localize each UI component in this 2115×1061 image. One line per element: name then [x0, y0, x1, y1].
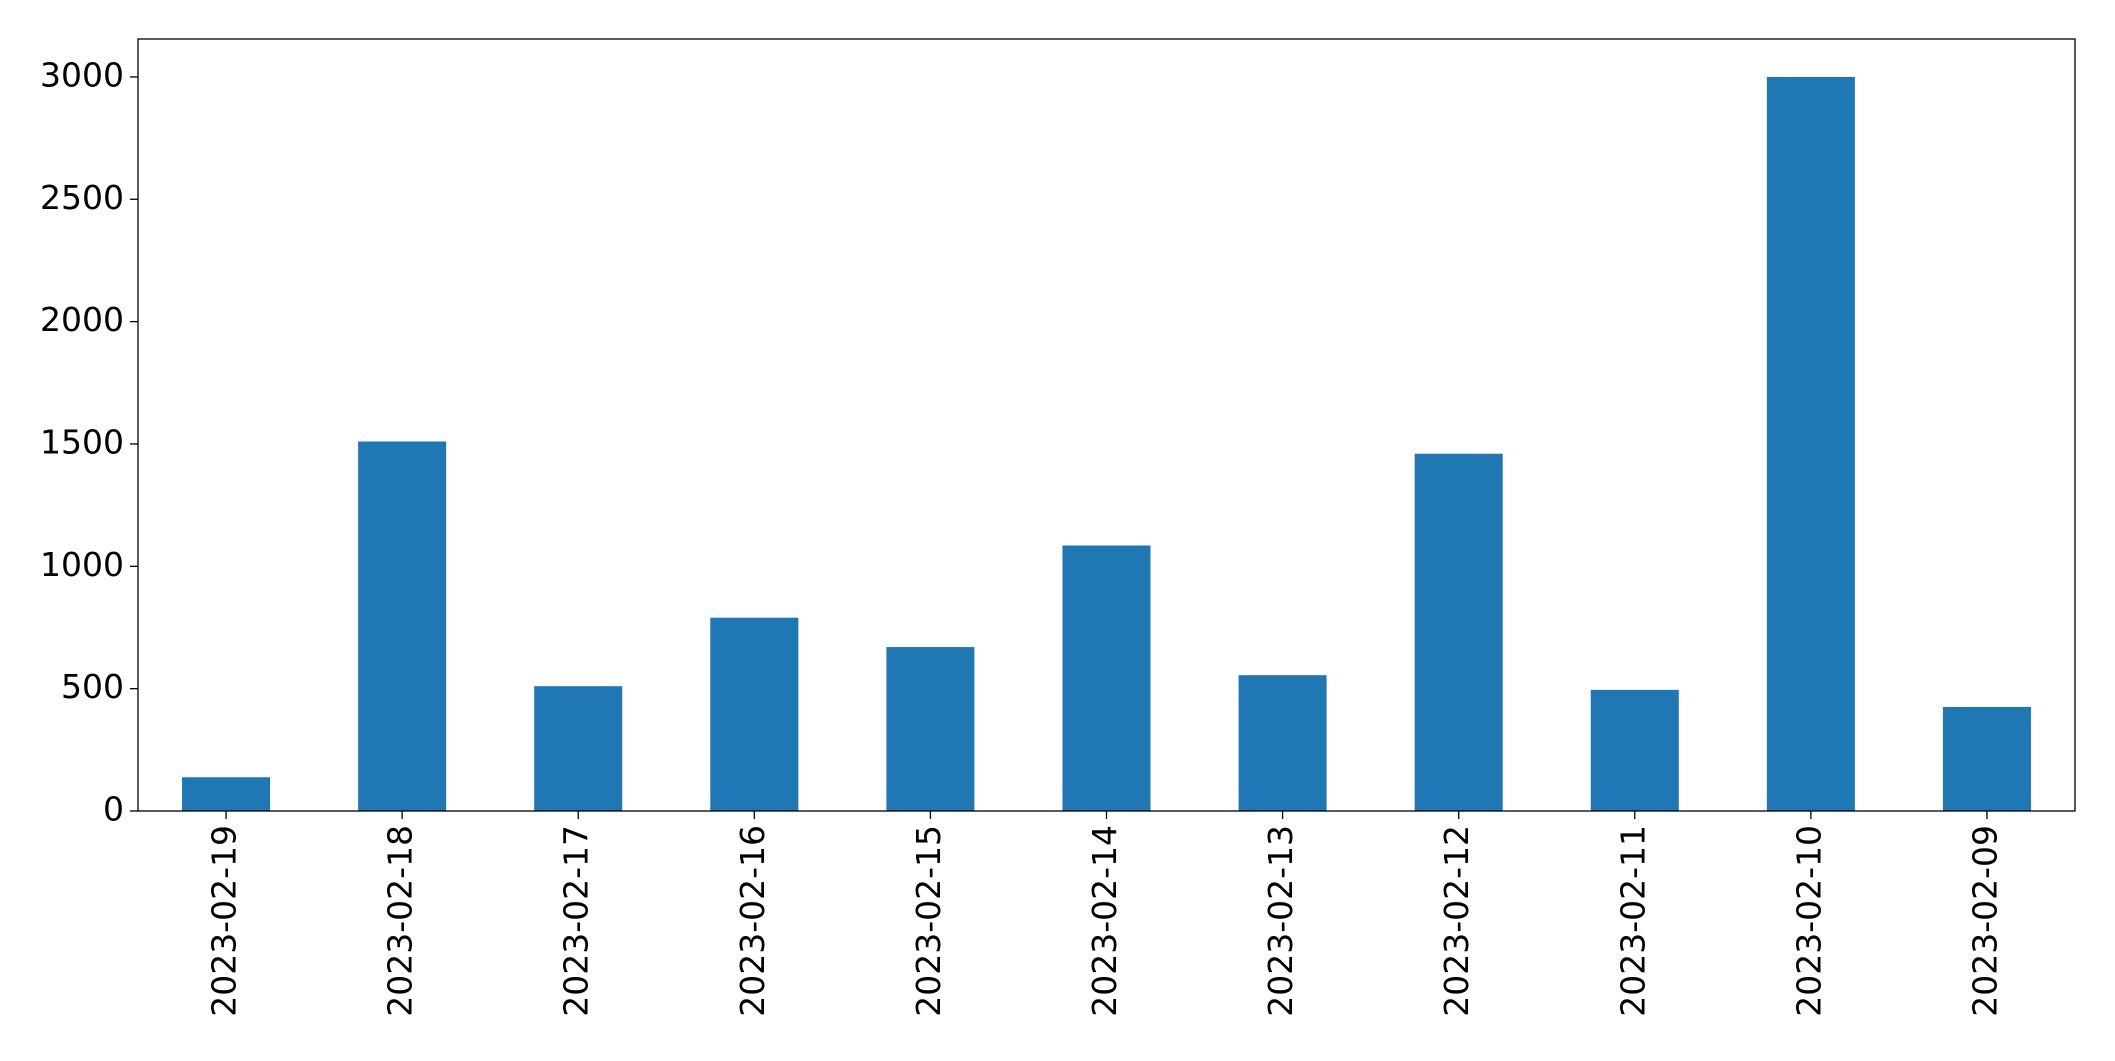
- bar: [1238, 675, 1327, 811]
- bar: [1414, 453, 1503, 811]
- x-tick-label: 2023-02-19: [205, 825, 244, 1017]
- x-tick-label: 2023-02-10: [1789, 825, 1828, 1017]
- bar: [1590, 689, 1679, 811]
- y-tick-label: 3000: [40, 55, 124, 94]
- x-tick-label: 2023-02-12: [1437, 825, 1476, 1017]
- bar: [182, 777, 271, 811]
- y-tick-label: 2500: [40, 178, 124, 217]
- bar: [1942, 707, 2031, 811]
- plot-frame: [137, 38, 2076, 812]
- bar: [886, 647, 975, 811]
- x-tick-label: 2023-02-18: [381, 825, 420, 1017]
- x-tick-label: 2023-02-17: [557, 825, 596, 1017]
- bar: [358, 441, 447, 811]
- x-tick-label: 2023-02-09: [1965, 825, 2004, 1017]
- bar: [1062, 545, 1151, 811]
- y-tick-label: 1000: [40, 545, 124, 584]
- x-tick-label: 2023-02-13: [1261, 825, 1300, 1017]
- y-tick-label: 0: [103, 790, 124, 829]
- y-tick-label: 500: [61, 667, 124, 706]
- bar: [710, 617, 799, 811]
- bar: [1766, 76, 1855, 811]
- y-tick-label: 1500: [40, 422, 124, 461]
- x-tick-label: 2023-02-14: [1085, 825, 1124, 1017]
- y-tick-label: 2000: [40, 300, 124, 339]
- x-tick-label: 2023-02-11: [1613, 825, 1652, 1017]
- bar: [534, 686, 623, 811]
- x-tick-label: 2023-02-16: [733, 825, 772, 1017]
- x-tick-label: 2023-02-15: [909, 825, 948, 1017]
